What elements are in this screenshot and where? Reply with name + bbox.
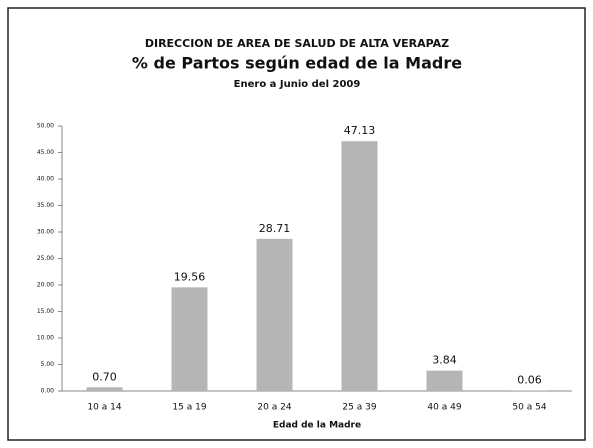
chart-period: Enero a Junio del 2009 [234,79,361,90]
y-tick-label: 45.00 [37,149,54,156]
y-tick-label: 30.00 [37,229,54,236]
bar [341,141,378,391]
y-tick-label: 0.00 [41,388,55,395]
y-tick-label: 35.00 [37,202,54,209]
bar [426,370,463,391]
value-label: 28.71 [259,222,291,235]
value-label: 0.06 [517,374,542,387]
chart-title: DIRECCION DE AREA DE SALUD DE ALTA VERAP… [145,37,449,50]
x-axis-label: Edad de la Madre [273,421,361,431]
value-label: 19.56 [174,270,206,283]
value-label: 3.84 [432,354,457,367]
bar [256,238,293,391]
bar [171,287,208,391]
x-tick-label: 25 a 39 [342,403,376,413]
y-tick-label: 20.00 [37,282,54,289]
y-tick-label: 10.00 [37,335,54,342]
y-tick-label: 50.00 [37,123,54,130]
y-tick-label: 40.00 [37,176,54,183]
x-tick-label: 15 a 19 [172,403,206,413]
value-label: 47.13 [344,124,376,137]
x-tick-label: 40 a 49 [427,403,461,413]
y-tick-label: 5.00 [41,361,55,368]
y-tick-label: 25.00 [37,255,54,262]
chart-border [7,7,586,441]
bar [86,387,123,391]
x-tick-label: 20 a 24 [257,403,291,413]
y-tick-label: 15.00 [37,308,54,315]
x-tick-label: 50 a 54 [512,403,546,413]
x-tick-label: 10 a 14 [87,403,121,413]
chart-subtitle: % de Partos según edad de la Madre [132,54,462,73]
value-label: 0.70 [92,370,117,383]
